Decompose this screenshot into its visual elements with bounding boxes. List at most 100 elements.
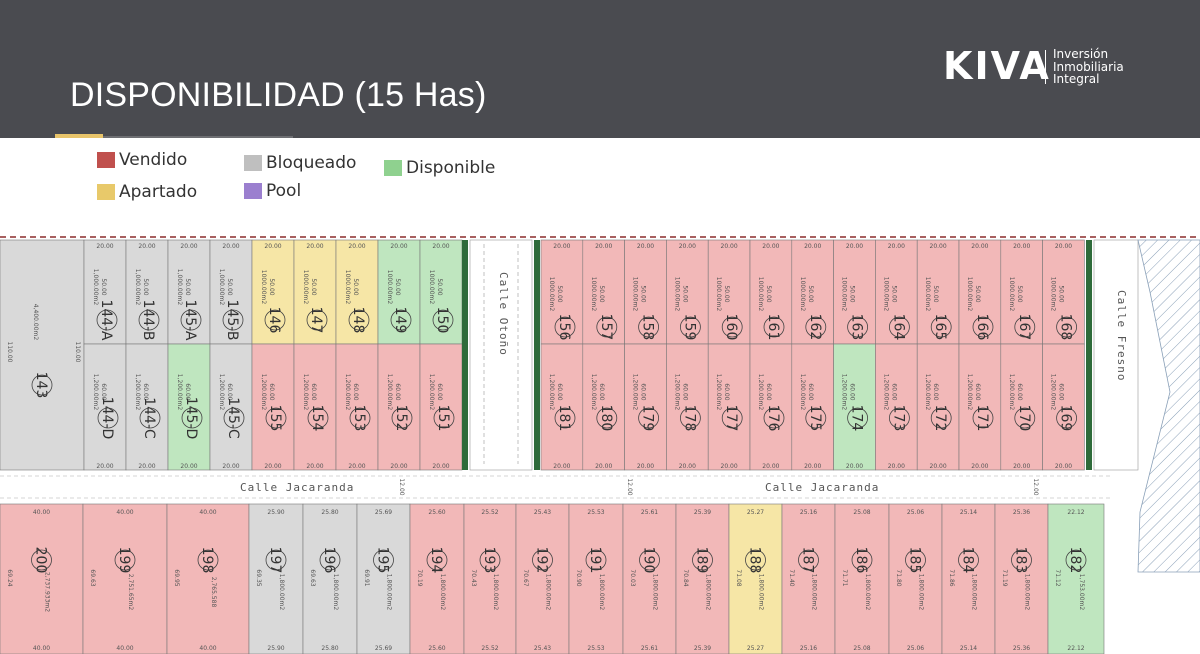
lot-161 — [749, 239, 793, 345]
lot-dimension: 69.63 — [309, 569, 316, 586]
lot-dimension: 20.00 — [679, 243, 696, 250]
lot-dimension: 60.00 — [226, 383, 233, 400]
lot-number-circle — [596, 316, 618, 338]
lot-190 — [622, 503, 677, 654]
lot-dimension: 20.00 — [432, 243, 449, 250]
lot-dimension: 25.14 — [960, 509, 977, 516]
lot-number: 144-A — [98, 299, 114, 340]
lot-dimension: 1000.00m2 — [428, 270, 435, 305]
lot-dimension: 25.53 — [587, 509, 604, 516]
lot-number: 176 — [765, 405, 781, 432]
lot-dimension: 25.60 — [428, 645, 445, 652]
lot-dimension: 25.06 — [907, 509, 924, 516]
lot-dimension: 1000.00m2 — [1008, 277, 1015, 312]
lot-dimension: 71.19 — [1001, 569, 1008, 586]
lot-number-circle — [763, 407, 785, 429]
lot-dimension: 50.00 — [394, 278, 401, 295]
lot-number: 169 — [1058, 405, 1074, 432]
lot-dimension: 70.43 — [470, 569, 477, 586]
lot-dimension: 1000.00m2 — [1050, 277, 1057, 312]
lot-dimension: 71.40 — [788, 569, 795, 586]
lot-dimension: 12.00 — [1032, 478, 1039, 495]
lot-number-circle — [889, 316, 910, 338]
lot-dimension: 25.16 — [800, 645, 817, 652]
lot-number: 168 — [1058, 314, 1074, 341]
lot-number: 147 — [308, 307, 324, 334]
lot-dimension: 12.00 — [398, 478, 405, 495]
lot-number: 159 — [681, 314, 697, 341]
lot-dimension: 60.00 — [436, 383, 443, 400]
lot-dimension: 25.53 — [587, 645, 604, 652]
logo-tagline: Inversión Inmobiliaria Integral — [1053, 48, 1124, 86]
lot-dimension: 71.08 — [735, 569, 742, 586]
lot-dimension: 40.00 — [33, 509, 50, 516]
lot-178 — [666, 343, 709, 471]
lot-number: 187 — [800, 547, 816, 574]
median-strip — [534, 240, 540, 470]
lot-170 — [1000, 343, 1043, 471]
lot-number-circle — [264, 309, 286, 331]
lot-number-circle — [114, 549, 136, 571]
lot-dimension: 1,200.00m2 — [924, 374, 931, 411]
lot-dimension: 50.00 — [226, 278, 233, 295]
lot-dimension: 1,800.00m2 — [545, 574, 552, 611]
lot-dimension: 60.00 — [184, 383, 191, 400]
lot-dimension: 1,200.00m2 — [176, 374, 183, 411]
lot-dimension: 20.00 — [804, 463, 821, 470]
lot-dimension: 1,200.00m2 — [386, 374, 393, 411]
lot-dimension: 60.00 — [310, 383, 317, 400]
lot-dimension: 25.90 — [267, 509, 284, 516]
lot-dimension: 60.00 — [932, 383, 939, 400]
lot-144-A — [83, 239, 127, 345]
logo-tagline-line: Integral — [1053, 72, 1100, 86]
lot-145-C — [209, 343, 253, 471]
lot-dimension: 1,200.00m2 — [218, 374, 225, 411]
lot-153 — [335, 343, 379, 471]
lot-number-circle — [319, 549, 341, 571]
header-bar: DISPONIBILIDAD (15 Has) KIVA Inversión I… — [0, 0, 1200, 138]
lot-dimension: 25.52 — [481, 509, 498, 516]
lot-number-circle — [373, 549, 394, 571]
lot-dimension: 20.00 — [390, 463, 407, 470]
page-title: DISPONIBILIDAD (15 Has) — [70, 76, 487, 114]
lot-dimension: 25.14 — [960, 645, 977, 652]
lot-dimension: 50.00 — [765, 285, 772, 302]
lot-number-circle — [197, 549, 219, 571]
lot-number-circle — [223, 407, 245, 429]
lot-dimension: 20.00 — [971, 463, 988, 470]
lot-dimension: 1000.00m2 — [799, 277, 806, 312]
lot-number: 145-C — [225, 397, 241, 439]
median-strip — [1086, 240, 1092, 470]
lot-map-svg: 143 4,400.00m2 110.00 110.00 20.00 1,000.00m2… — [0, 236, 1200, 654]
lot-dimension: 60.00 — [849, 383, 856, 400]
lot-number-circle — [180, 309, 202, 331]
legend-pool: Pool — [244, 181, 301, 201]
lot-dimension: 1000.00m2 — [924, 277, 931, 312]
lot-number: 152 — [393, 405, 409, 432]
lot-dimension: 50.00 — [184, 278, 191, 295]
lot-number: 175 — [807, 405, 823, 432]
lot-number: 199 — [116, 547, 132, 574]
lot-dimension: 1,000.00m2 — [92, 269, 99, 306]
lot-dimension: 70.19 — [416, 569, 423, 586]
lot-number-circle — [554, 407, 576, 429]
lot-154 — [293, 343, 337, 471]
legend-label: Pool — [266, 181, 302, 201]
lot-number: 190 — [641, 547, 657, 574]
lot-dimension: 1,800.00m2 — [864, 574, 871, 611]
lot-number: 173 — [890, 405, 906, 432]
lot-dimension: 1,200.00m2 — [673, 374, 680, 411]
lot-dimension: 1,200.00m2 — [260, 374, 267, 411]
lot-number: 180 — [598, 405, 614, 432]
lot-number-circle — [306, 309, 328, 331]
lot-dimension: 22.12 — [1067, 509, 1084, 516]
lot-dimension: 20.00 — [96, 243, 113, 250]
lot-number-circle — [972, 316, 994, 338]
lot-dimension: 1,200.00m2 — [966, 374, 973, 411]
lot-number: 144-D — [99, 397, 115, 440]
lot-number: 167 — [1016, 314, 1032, 341]
lot-dimension: 25.61 — [641, 645, 658, 652]
lot-number: 145-B — [224, 300, 240, 341]
lot-number: 146 — [266, 307, 282, 334]
lot-number-circle — [1014, 316, 1036, 338]
